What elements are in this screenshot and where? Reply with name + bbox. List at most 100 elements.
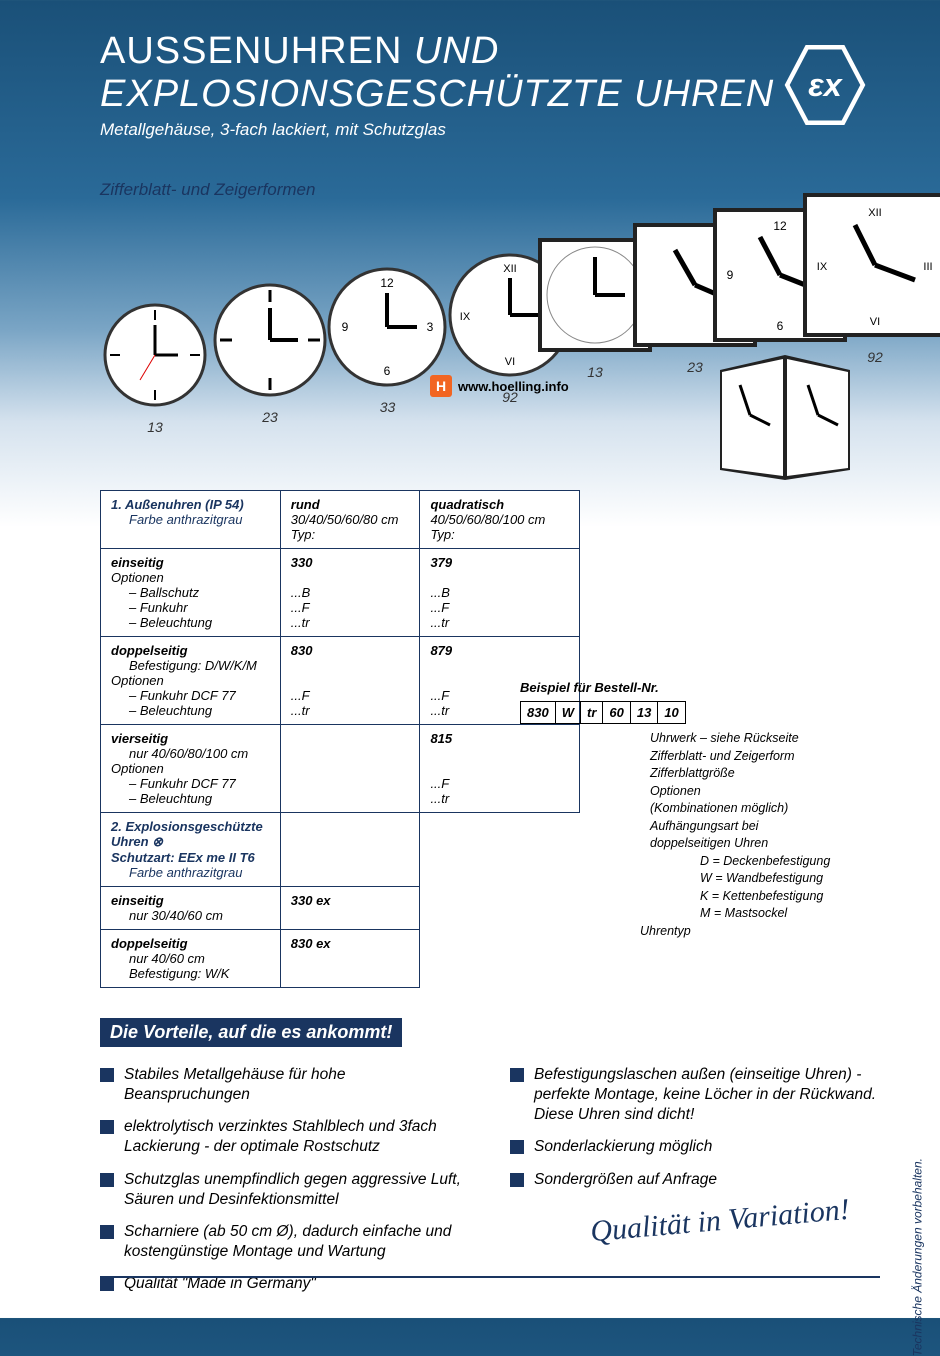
t-r1e: – Beleuchtung [111, 615, 212, 630]
t-r2w3: ...F [430, 688, 449, 703]
order-box: 830 [520, 701, 555, 724]
adv-text: Schutzglas unempfindlich gegen aggressiv… [124, 1170, 470, 1210]
t-r1w1: 379 [430, 555, 452, 570]
t-r2d: – Funkuhr DCF 77 [111, 688, 236, 703]
t-r1v2: ...B [291, 585, 311, 600]
t-r1w4: ...tr [430, 615, 449, 630]
svg-text:εx: εx [808, 67, 843, 103]
legend-line: Aufhängungsart bei [650, 818, 920, 836]
t-h4b: Schutzart: EEx me II T6 [111, 850, 255, 865]
t-r4v: 330 ex [291, 893, 331, 908]
adv-text: Sonderlackierung möglich [534, 1137, 712, 1157]
cube-clock [700, 340, 870, 480]
t-r2v3: ...F [291, 688, 310, 703]
legend-line: doppelseitigen Uhren [650, 835, 920, 853]
h-icon: H [430, 375, 452, 397]
t-h3b: 40/50/60/80/100 cm [430, 512, 545, 527]
clock-label: 33 [325, 399, 450, 415]
bullet-icon [100, 1068, 114, 1082]
t-r1b: Optionen [111, 570, 164, 585]
t-r4a: einseitig [111, 893, 164, 908]
title-part2: UND [414, 30, 499, 72]
t-r2w1: 879 [430, 643, 452, 658]
t-r1d: – Funkuhr [111, 600, 188, 615]
bullet-icon [100, 1225, 114, 1239]
title-part3: EXPLOSIONSGESCHÜTZTE UHREN [100, 73, 774, 115]
legend-line: Optionen [650, 783, 920, 801]
svg-text:VI: VI [870, 316, 880, 328]
t-r5a: doppelseitig [111, 936, 188, 951]
order-box: 10 [657, 701, 685, 724]
advantages-right: Befestigungslaschen außen (einseitige Uh… [510, 1065, 880, 1306]
legend-line: Uhrwerk – siehe Rückseite [650, 730, 920, 748]
t-h3c: Typ: [430, 527, 454, 542]
t-r3d: – Funkuhr DCF 77 [111, 776, 236, 791]
t-r3c: Optionen [111, 761, 164, 776]
t-r3e: – Beleuchtung [111, 791, 212, 806]
t-r3w4: ...tr [430, 791, 449, 806]
t-r3w1: 815 [430, 731, 452, 746]
clock-square-92: XIIIIIVIIX [800, 190, 940, 340]
t-r4b: nur 30/40/60 cm [111, 908, 223, 923]
clock-round-33: 12369 [325, 265, 450, 390]
legend-line: M = Mastsockel [650, 905, 920, 923]
bullet-icon [510, 1173, 524, 1187]
t-r2v1: 830 [291, 643, 313, 658]
t-r5v: 830 ex [291, 936, 331, 951]
order-box: tr [580, 701, 602, 724]
adv-text: Stabiles Metallgehäuse für hohe Beanspru… [124, 1065, 470, 1105]
adv-text: Befestigungslaschen außen (einseitige Uh… [534, 1065, 880, 1125]
t-h1a: 1. Außenuhren (IP 54) [111, 497, 244, 512]
t-r1c: – Ballschutz [111, 585, 199, 600]
t-r2a: doppelseitig [111, 643, 188, 658]
svg-text:IX: IX [817, 261, 828, 273]
bullet-icon [100, 1120, 114, 1134]
t-r2b: Befestigung: D/W/K/M [111, 658, 257, 673]
website-link: H www.hoelling.info [430, 375, 569, 397]
svg-text:12: 12 [773, 219, 787, 233]
section-label: Zifferblatt- und Zeigerformen [100, 180, 880, 200]
clock-round-13 [100, 300, 210, 410]
t-r5b: nur 40/60 cm [111, 951, 205, 966]
t-r3w3: ...F [430, 776, 449, 791]
t-r2c: Optionen [111, 673, 164, 688]
adv-text: elektrolytisch verzinktes Stahlblech und… [124, 1117, 470, 1157]
advantages-columns: Stabiles Metallgehäuse für hohe Beanspru… [100, 1065, 880, 1306]
legend-line: K = Kettenbefestigung [650, 888, 920, 906]
order-box: W [555, 701, 580, 724]
svg-text:3: 3 [427, 320, 434, 334]
t-r3a: vierseitig [111, 731, 168, 746]
bullet-icon [510, 1068, 524, 1082]
legend-line: Zifferblatt- und Zeigerform [650, 748, 920, 766]
order-title: Beispiel für Bestell-Nr. [520, 680, 920, 695]
t-r1a: einseitig [111, 555, 164, 570]
advantages-header: Die Vorteile, auf die es ankommt! [100, 1018, 402, 1047]
t-r2v4: ...tr [291, 703, 310, 718]
t-r2e: – Beleuchtung [111, 703, 212, 718]
advantages-left: Stabiles Metallgehäuse für hohe Beanspru… [100, 1065, 470, 1306]
legend-line: D = Deckenbefestigung [650, 853, 920, 871]
t-h2a: rund [291, 497, 320, 512]
disclaimer: Technische Änderungen vorbehalten. [910, 1158, 924, 1356]
t-r1w3: ...F [430, 600, 449, 615]
t-r3b: nur 40/60/80/100 cm [111, 746, 248, 761]
t-r2w4: ...tr [430, 703, 449, 718]
t-h2b: 30/40/50/60/80 cm [291, 512, 399, 527]
t-r5c: Befestigung: W/K [111, 966, 229, 981]
svg-text:9: 9 [727, 268, 734, 282]
order-box: 60 [602, 701, 629, 724]
bullet-icon [100, 1173, 114, 1187]
adv-text: Scharniere (ab 50 cm Ø), dadurch einfach… [124, 1222, 470, 1262]
clock-round-23 [210, 280, 330, 400]
clock-label: 13 [100, 419, 210, 435]
svg-text:IX: IX [460, 311, 471, 323]
title-part1: AUSSENUHREN [100, 30, 402, 72]
legend-line: Uhrentyp [640, 923, 920, 941]
page-title: AUSSENUHREN UND EXPLOSIONSGESCHÜTZTE UHR… [100, 30, 880, 116]
svg-text:12: 12 [380, 276, 394, 290]
svg-text:XII: XII [503, 263, 516, 275]
ex-logo: εx [780, 40, 870, 130]
svg-text:9: 9 [342, 320, 349, 334]
bullet-icon [510, 1140, 524, 1154]
legend-line: (Kombinationen möglich) [650, 800, 920, 818]
